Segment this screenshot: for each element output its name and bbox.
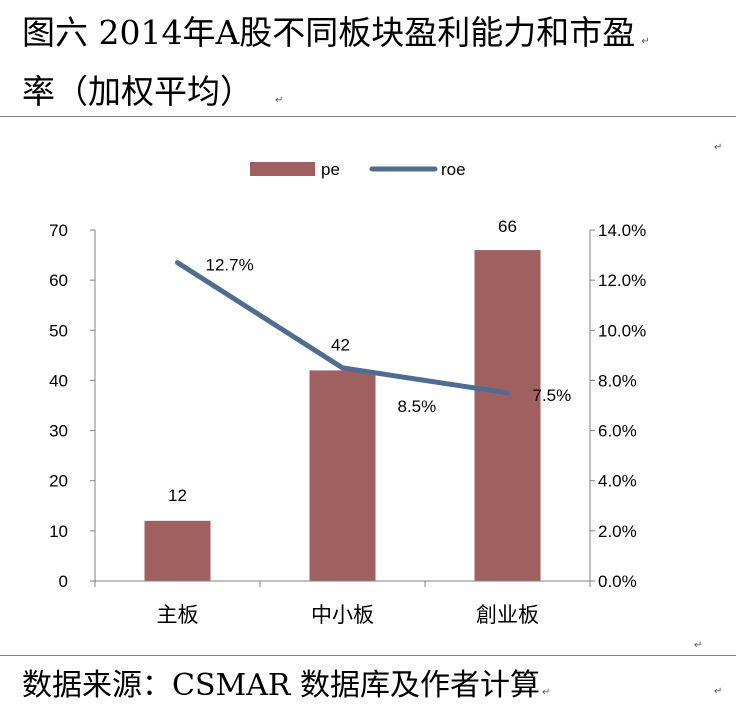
- figure-title: 图六 2014年A股不同板块盈利能力和市盈 ↵ 率（加权平均） ↵: [22, 8, 712, 126]
- left-axis-tick-label: 10: [49, 522, 68, 541]
- right-axis-tick-label: 0.0%: [598, 572, 637, 591]
- paragraph-mark-icon: ↵: [542, 687, 551, 698]
- top-rule: [0, 116, 736, 117]
- left-axis-tick-label: 60: [49, 271, 68, 290]
- bar-data-label: 42: [331, 335, 350, 354]
- left-axis-tick-label: 30: [49, 422, 68, 441]
- paragraph-mark-icon: ↵: [694, 640, 703, 651]
- x-axis-category-label: 主板: [157, 604, 199, 627]
- figure-title-line-1: 图六 2014年A股不同板块盈利能力和市盈 ↵: [22, 13, 650, 52]
- paragraph-mark-icon: ↵: [714, 142, 723, 153]
- right-axis-tick-label: 12.0%: [598, 271, 646, 290]
- chart-svg: 0 10 20 30 40 50 60 70 0.0% 2.0% 4.0% 6.0% 8.0% 10.0%…: [49, 160, 646, 627]
- bar-pe: [309, 370, 376, 581]
- bar-pe: [144, 520, 211, 581]
- chart-container: 0 10 20 30 40 50 60 70 0.0% 2.0% 4.0% 6.0% 8.0% 10.0%…: [0, 117, 736, 654]
- figure-title-line-2: 率（加权平均） ↵: [22, 72, 284, 111]
- right-axis-tick-label: 4.0%: [598, 472, 637, 491]
- paragraph-mark-icon: ↵: [641, 36, 650, 47]
- legend-label-pe: pe: [321, 160, 340, 179]
- legend-swatch-pe: [250, 162, 315, 176]
- bar-data-label: 66: [498, 217, 517, 236]
- right-axis-tick-label: 8.0%: [598, 371, 637, 390]
- source-note: 数据来源：CSMAR 数据库及作者计算 ↵: [22, 668, 551, 703]
- right-axis-tick-label: 14.0%: [598, 221, 646, 240]
- x-axis-category-label: 創业板: [476, 604, 539, 627]
- paragraph-mark-icon: ↵: [714, 686, 723, 697]
- bottom-rule: [0, 655, 736, 656]
- left-axis-tick-label: 20: [49, 472, 68, 491]
- right-axis-tick-label: 10.0%: [598, 321, 646, 340]
- bar-data-label: 12: [168, 486, 187, 505]
- legend-label-roe: roe: [441, 160, 466, 179]
- x-axis-category-label: 中小板: [311, 604, 374, 627]
- left-axis-tick-label: 50: [49, 321, 68, 340]
- bar-pe: [474, 250, 541, 582]
- line-data-label: 8.5%: [398, 397, 437, 416]
- line-data-label: 7.5%: [533, 386, 572, 405]
- left-axis-tick-label: 0: [59, 572, 68, 591]
- line-data-label: 12.7%: [206, 256, 254, 275]
- left-axis-tick-label: 70: [49, 221, 68, 240]
- right-axis-tick-label: 6.0%: [598, 422, 637, 441]
- line-roe: [175, 260, 510, 396]
- right-axis-tick-label: 2.0%: [598, 522, 637, 541]
- left-axis-tick-label: 40: [49, 371, 68, 390]
- paragraph-mark-icon: ↵: [275, 95, 284, 106]
